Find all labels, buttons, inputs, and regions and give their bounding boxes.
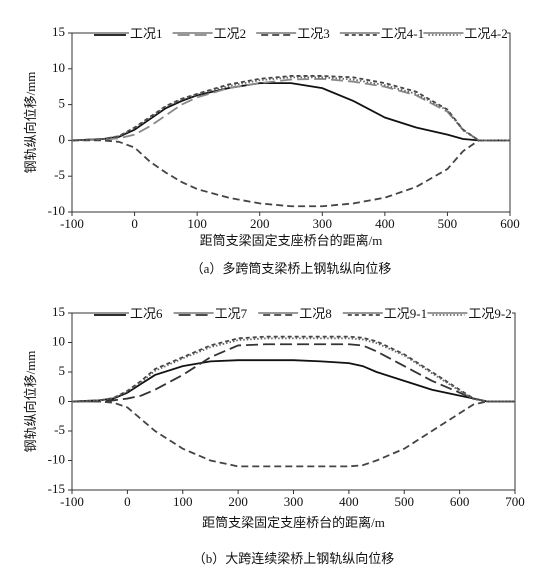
- legend-label: 工况6: [130, 306, 163, 321]
- legend-bg: [212, 27, 257, 43]
- plot-frame: [71, 32, 511, 213]
- y-axis-label: 钢轨纵向位移/mm: [23, 72, 38, 174]
- x-tick-label: 100: [187, 216, 207, 231]
- series-line: [71, 77, 510, 142]
- x-tick-label: 400: [375, 216, 395, 231]
- x-axis-label: 距筒支梁固定支座桥台的距离/m: [202, 515, 385, 530]
- series-line: [71, 82, 510, 142]
- legend-label: 工况4-2: [464, 26, 507, 41]
- y-tick-label: 15: [52, 24, 65, 39]
- x-tick-label: -100: [60, 216, 84, 231]
- y-tick-label: 0: [59, 392, 66, 407]
- legend-bg: [129, 27, 173, 43]
- y-axis-label: 钢轨纵向位移/mm: [23, 351, 38, 453]
- x-tick-label: 600: [500, 216, 520, 231]
- x-tick-label: 300: [313, 216, 333, 231]
- x-tick-label: 400: [339, 494, 359, 509]
- series-line: [71, 76, 510, 142]
- x-tick-label: 200: [228, 494, 248, 509]
- legend-bg: [379, 27, 424, 43]
- legend-label: 工况7: [215, 306, 248, 321]
- y-tick-label: 15: [52, 304, 65, 319]
- y-tick-label: 0: [59, 131, 66, 146]
- legend-label: 工况4-1: [381, 26, 424, 41]
- x-tick-label: 600: [450, 494, 470, 509]
- series-line: [72, 343, 515, 403]
- y-tick-label: -10: [48, 451, 65, 466]
- legend-label: 工况9-1: [384, 306, 427, 321]
- series-line: [72, 139, 510, 208]
- x-tick-label: 500: [438, 216, 458, 231]
- y-tick-label: -5: [54, 422, 65, 437]
- plot-frame: [71, 312, 516, 491]
- x-tick-label: 700: [505, 494, 525, 509]
- x-tick-label: 100: [173, 494, 193, 509]
- legend-label: 工况2: [214, 26, 247, 41]
- caption: （b）大跨连续梁桥上钢轨纵向位移: [193, 551, 395, 566]
- legend-bg: [129, 307, 174, 323]
- legend-label: 工况9-2: [468, 306, 511, 321]
- y-tick-label: 5: [59, 96, 66, 111]
- series-line: [71, 75, 510, 142]
- legend-bg: [463, 27, 507, 43]
- series-line: [72, 400, 515, 468]
- y-tick-label: -10: [48, 203, 65, 218]
- x-tick-label: 300: [284, 494, 304, 509]
- legend-bg: [213, 307, 259, 323]
- series-line: [71, 359, 515, 403]
- x-tick-label: -100: [60, 494, 84, 509]
- x-tick-label: 0: [124, 494, 131, 509]
- series-line: [71, 337, 515, 403]
- x-tick-label: 500: [395, 494, 415, 509]
- y-tick-label: 10: [52, 333, 65, 348]
- legend-label: 工况3: [297, 26, 330, 41]
- legend-bg: [382, 307, 428, 323]
- series-line: [71, 335, 515, 403]
- caption: （a）多跨筒支梁桥上钢轨纵向位移: [191, 261, 392, 276]
- y-tick-label: -5: [54, 167, 65, 182]
- x-axis-label: 距筒支梁固定支座桥台的距离/m: [200, 233, 383, 248]
- legend-label: 工况8: [299, 306, 332, 321]
- legend-label: 工况1: [130, 26, 163, 41]
- x-tick-label: 200: [250, 216, 270, 231]
- x-tick-label: 0: [131, 216, 138, 231]
- legend-bg: [467, 307, 512, 323]
- legend-bg: [298, 307, 343, 323]
- y-tick-label: 10: [52, 60, 65, 75]
- y-tick-label: -15: [48, 481, 65, 496]
- y-tick-label: 5: [59, 363, 66, 378]
- legend-bg: [296, 27, 340, 43]
